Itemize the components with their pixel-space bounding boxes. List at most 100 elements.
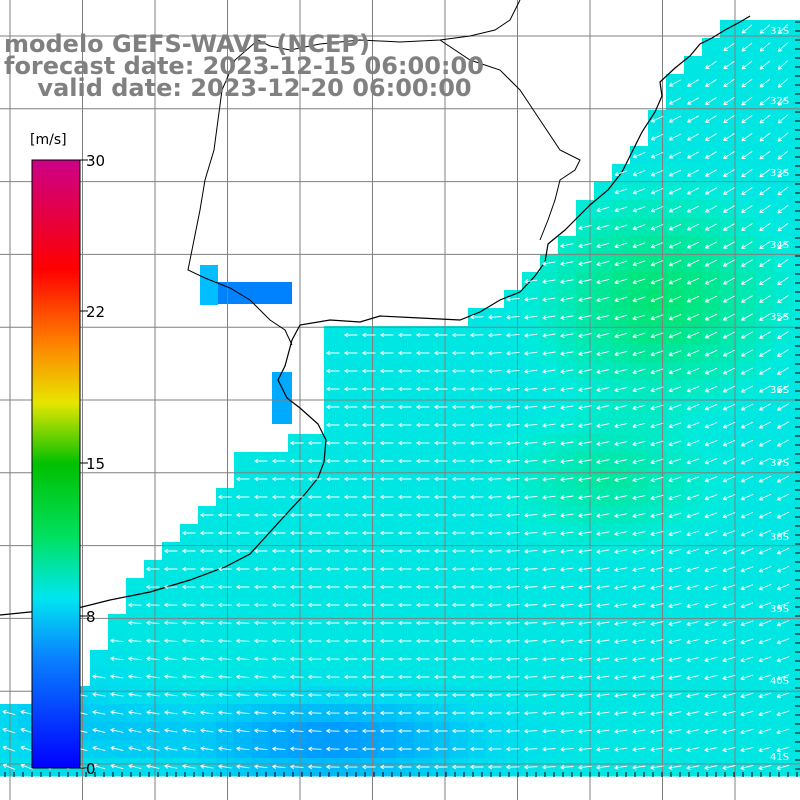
wind-arrow — [596, 350, 610, 357]
wind-arrow — [344, 404, 358, 410]
wind-arrow — [560, 423, 574, 428]
wind-arrow — [326, 692, 340, 698]
wind-arrow — [488, 440, 502, 446]
wind-arrow — [777, 240, 789, 250]
wind-arrow — [722, 765, 736, 771]
wind-arrow — [740, 512, 754, 519]
wind-arrow — [434, 710, 448, 716]
wind-arrow — [578, 224, 592, 231]
ocean-cell — [792, 452, 800, 471]
wind-arrow — [506, 315, 520, 320]
wind-arrow — [614, 224, 628, 231]
wind-arrow — [416, 548, 430, 554]
wind-arrow — [218, 512, 232, 518]
wind-arrow — [777, 313, 789, 322]
wind-arrow — [686, 115, 699, 123]
wind-arrow — [723, 42, 735, 52]
wind-arrow — [650, 332, 664, 339]
wind-arrow — [272, 674, 286, 680]
wind-arrow — [470, 530, 484, 536]
wind-arrow — [488, 674, 502, 680]
wind-arrow — [686, 548, 700, 555]
wind-arrow — [290, 710, 304, 716]
ocean-cell — [702, 38, 721, 57]
wind-arrow — [452, 404, 466, 410]
wind-arrow — [506, 404, 520, 410]
wind-arrow — [254, 710, 268, 716]
wind-arrow — [344, 530, 358, 536]
wind-arrow — [380, 692, 394, 698]
wind-arrow — [759, 24, 771, 34]
wind-arrow — [632, 170, 646, 177]
wind-arrow — [218, 530, 232, 536]
wind-arrow — [470, 764, 484, 770]
wind-arrow — [344, 764, 358, 770]
wind-arrow — [470, 314, 484, 320]
wind-arrow — [560, 279, 574, 284]
wind-arrow — [272, 566, 286, 572]
wind-arrow — [524, 279, 538, 284]
wind-arrow — [578, 405, 592, 410]
wind-arrow — [254, 602, 268, 608]
wind-arrow — [398, 494, 412, 500]
wind-arrow — [740, 530, 754, 537]
wind-arrow — [542, 674, 556, 680]
wind-arrow — [308, 620, 322, 626]
wind-arrow — [218, 674, 232, 680]
wind-arrow — [434, 692, 448, 698]
wind-arrow — [632, 260, 646, 267]
wind-arrow — [182, 638, 196, 644]
wind-arrow — [110, 656, 124, 661]
wind-arrow — [326, 458, 340, 464]
wind-arrow — [668, 765, 682, 770]
wind-arrow — [308, 602, 322, 608]
wind-arrow — [740, 710, 754, 717]
wind-arrow — [578, 747, 592, 752]
wind-arrow — [326, 638, 340, 644]
wind-arrow — [704, 602, 718, 609]
wind-arrow — [308, 710, 322, 716]
axis-ticks — [4, 21, 800, 777]
wind-arrow — [416, 440, 430, 446]
wind-arrow — [632, 476, 646, 483]
wind-arrow — [777, 385, 789, 393]
wind-arrow — [686, 620, 700, 627]
wind-arrow — [344, 602, 358, 608]
wind-arrow — [722, 512, 736, 519]
wind-arrow — [776, 511, 790, 519]
wind-arrow — [686, 674, 700, 681]
wind-arrow — [759, 60, 771, 70]
wind-arrow — [488, 584, 502, 590]
ocean-cell — [792, 524, 800, 543]
wind-arrow — [740, 728, 754, 735]
wind-arrow — [272, 746, 286, 752]
wind-arrow — [326, 530, 340, 536]
wind-arrow — [200, 566, 214, 572]
wind-arrow — [380, 548, 394, 554]
wind-arrow — [740, 403, 754, 411]
wind-arrow — [398, 386, 412, 392]
wind-arrow — [741, 205, 753, 213]
wind-arrow — [704, 295, 718, 303]
wind-arrow — [560, 675, 574, 680]
wind-arrow — [705, 97, 717, 105]
wind-arrow — [362, 332, 376, 338]
wind-arrow — [182, 602, 196, 608]
wind-arrow — [290, 530, 304, 536]
wind-arrow — [506, 333, 520, 338]
wind-arrow — [380, 494, 394, 500]
wind-arrow — [524, 764, 538, 770]
wind-arrow — [542, 746, 556, 752]
wind-arrow — [578, 459, 592, 464]
wind-arrow — [506, 530, 520, 536]
wind-arrow — [560, 405, 574, 410]
wind-arrow — [632, 621, 646, 626]
wind-arrow — [128, 674, 142, 679]
wind-arrow — [741, 42, 753, 52]
wind-arrow — [596, 369, 610, 375]
lat-label-39s: 39S — [770, 604, 790, 615]
ocean-cell — [792, 704, 800, 723]
wind-arrow — [723, 151, 735, 159]
wind-arrow — [758, 529, 772, 537]
wind-arrow — [326, 746, 340, 752]
